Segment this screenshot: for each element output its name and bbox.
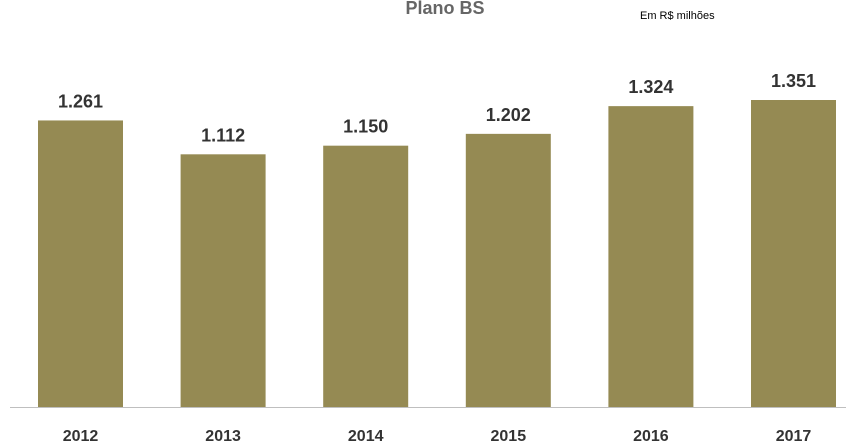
category-label-2016: 2016 [633, 428, 669, 445]
bar-2016 [608, 106, 694, 408]
bar-2012 [38, 120, 123, 408]
category-label-2013: 2013 [205, 428, 241, 445]
value-label-2017: 1.351 [771, 71, 816, 91]
bar-2013 [180, 154, 266, 407]
category-label-2017: 2017 [776, 428, 812, 445]
chart-subtitle: Em R$ milhões [640, 10, 715, 22]
value-label-2014: 1.150 [343, 117, 388, 137]
bar-2015 [465, 133, 551, 407]
bar-2017 [751, 100, 836, 407]
bar-2014 [323, 145, 409, 407]
chart-title: Plano BS [405, 0, 485, 18]
value-label-2016: 1.324 [628, 77, 673, 97]
category-label-2012: 2012 [63, 428, 99, 445]
category-label-2014: 2014 [348, 428, 384, 445]
value-label-2012: 1.261 [58, 91, 103, 111]
value-label-2013: 1.112 [201, 125, 245, 145]
category-label-2015: 2015 [491, 428, 527, 445]
value-label-2015: 1.202 [486, 105, 531, 125]
